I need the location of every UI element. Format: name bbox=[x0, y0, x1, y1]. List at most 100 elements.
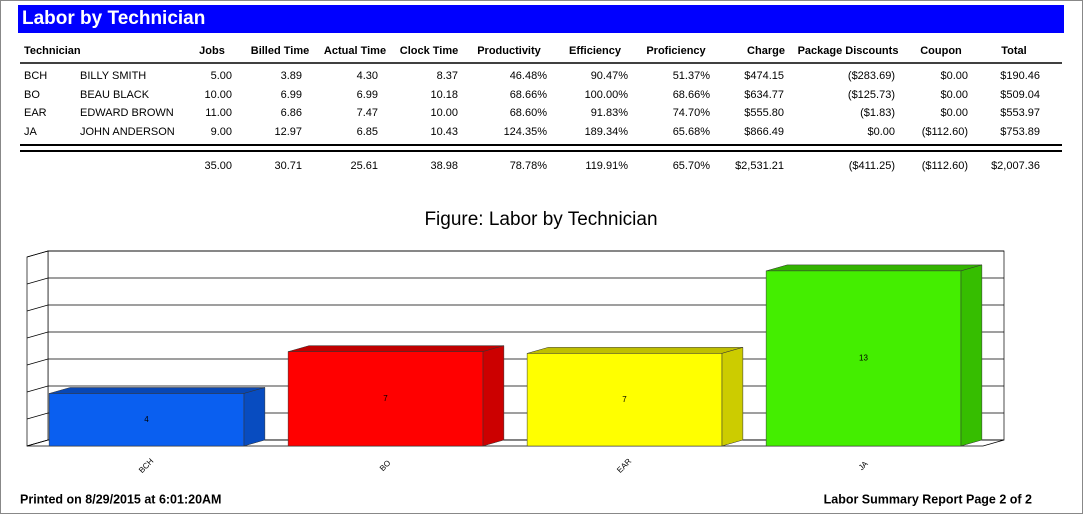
table-cell: 10.00 bbox=[430, 107, 458, 119]
table-cell: 8.37 bbox=[437, 70, 458, 82]
total-cell: 78.78% bbox=[510, 160, 548, 172]
tech-code: JA bbox=[24, 126, 38, 138]
total-cell: $2,007.36 bbox=[991, 160, 1040, 172]
total-cell: ($112.60) bbox=[922, 160, 968, 172]
table-cell: $0.00 bbox=[940, 89, 968, 101]
table-cell: 68.66% bbox=[673, 89, 711, 101]
column-header: Charge bbox=[747, 45, 785, 57]
chart-title: Figure: Labor by Technician bbox=[424, 209, 657, 230]
tech-name: JOHN ANDERSON bbox=[80, 126, 175, 138]
printed-date: Printed on 8/29/2015 at 6:01:20AM bbox=[20, 492, 221, 506]
bar bbox=[526, 353, 723, 447]
table-cell: $190.46 bbox=[1000, 70, 1040, 82]
table-cell: 5.00 bbox=[211, 70, 232, 82]
table-cell: ($112.60) bbox=[922, 126, 968, 138]
table-cell: $555.80 bbox=[744, 107, 784, 119]
table-cell: ($125.73) bbox=[848, 89, 895, 101]
grid-line bbox=[26, 250, 1004, 258]
tech-code: BO bbox=[24, 89, 40, 101]
column-header: Proficiency bbox=[646, 45, 706, 57]
table-cell: ($283.69) bbox=[848, 70, 895, 82]
tech-name: BILLY SMITH bbox=[80, 70, 146, 82]
column-header: Clock Time bbox=[400, 45, 459, 57]
table-cell: $753.89 bbox=[1000, 126, 1040, 138]
table-cell: 68.60% bbox=[510, 107, 548, 119]
bar bbox=[48, 393, 245, 447]
table-cell: ($1.83) bbox=[860, 107, 895, 119]
column-header: Technician bbox=[24, 45, 81, 57]
table-cell: 91.83% bbox=[591, 107, 629, 119]
table-cell: 11.00 bbox=[205, 107, 232, 119]
grid-line bbox=[26, 277, 1004, 285]
data-label: 4 bbox=[144, 415, 149, 424]
data-label: 7 bbox=[622, 395, 627, 404]
table-cell: 124.35% bbox=[504, 126, 548, 138]
bar bbox=[765, 270, 962, 447]
tech-code: BCH bbox=[24, 70, 47, 82]
table-cell: 3.89 bbox=[281, 70, 302, 82]
column-header: Coupon bbox=[920, 45, 962, 57]
bar-side bbox=[243, 387, 266, 447]
table-cell: 65.68% bbox=[673, 126, 711, 138]
column-header: Package Discounts bbox=[798, 45, 899, 57]
report-title: Labor by Technician bbox=[22, 8, 205, 29]
grid-line bbox=[26, 304, 1004, 312]
tech-name: EDWARD BROWN bbox=[80, 107, 174, 119]
table-cell: $553.97 bbox=[1000, 107, 1040, 119]
table-cell: $866.49 bbox=[744, 126, 784, 138]
total-cell: ($411.25) bbox=[849, 160, 895, 172]
table-cell: 10.43 bbox=[430, 126, 458, 138]
table-cell: 189.34% bbox=[585, 126, 629, 138]
column-header: Productivity bbox=[477, 45, 541, 57]
table-cell: 6.99 bbox=[357, 89, 378, 101]
column-header: Total bbox=[1001, 45, 1026, 57]
table-cell: $509.04 bbox=[1000, 89, 1040, 101]
table-cell: 74.70% bbox=[673, 107, 711, 119]
data-label: 7 bbox=[383, 394, 388, 403]
total-cell: 119.91% bbox=[585, 160, 628, 172]
table-cell: 6.99 bbox=[281, 89, 302, 101]
table-cell: 68.66% bbox=[510, 89, 548, 101]
column-header: Actual Time bbox=[324, 45, 386, 57]
table-cell: 90.47% bbox=[591, 70, 629, 82]
bar-side bbox=[482, 345, 505, 447]
table-cell: $0.00 bbox=[940, 107, 968, 119]
title-bar bbox=[18, 5, 1064, 33]
column-header: Jobs bbox=[199, 45, 225, 57]
table-cell: 6.86 bbox=[281, 107, 302, 119]
bar-top bbox=[766, 264, 982, 272]
total-cell: 30.71 bbox=[274, 160, 302, 172]
table-cell: 4.30 bbox=[357, 70, 378, 82]
bar-top bbox=[527, 347, 743, 354]
bar-top bbox=[288, 345, 504, 352]
table-cell: 51.37% bbox=[673, 70, 711, 82]
table-cell: 7.47 bbox=[357, 107, 378, 119]
bar-side bbox=[721, 347, 744, 447]
page-info: Labor Summary Report Page 2 of 2 bbox=[824, 492, 1032, 506]
table-cell: 6.85 bbox=[357, 126, 378, 138]
bar-side bbox=[960, 264, 983, 447]
table-cell: 10.00 bbox=[204, 89, 232, 101]
side-wall bbox=[26, 250, 49, 447]
tech-code: EAR bbox=[24, 107, 47, 119]
table-cell: $634.77 bbox=[744, 89, 784, 101]
data-label: 13 bbox=[859, 354, 868, 363]
table-cell: $0.00 bbox=[940, 70, 968, 82]
total-cell: 35.00 bbox=[204, 160, 232, 172]
total-cell: 38.98 bbox=[430, 160, 458, 172]
table-cell: 100.00% bbox=[585, 89, 629, 101]
bar-top bbox=[49, 387, 265, 394]
bar bbox=[287, 351, 484, 447]
table-cell: 10.18 bbox=[430, 89, 458, 101]
tech-name: BEAU BLACK bbox=[80, 89, 150, 101]
total-cell: $2,531.21 bbox=[735, 160, 784, 172]
table-cell: 12.97 bbox=[274, 126, 302, 138]
table-cell: $474.15 bbox=[744, 70, 784, 82]
total-cell: 25.61 bbox=[350, 160, 378, 172]
column-header: Efficiency bbox=[569, 45, 622, 57]
table-cell: 46.48% bbox=[510, 70, 548, 82]
table-cell: $0.00 bbox=[867, 126, 895, 138]
total-cell: 65.70% bbox=[673, 160, 711, 172]
grid-line bbox=[26, 331, 1004, 339]
